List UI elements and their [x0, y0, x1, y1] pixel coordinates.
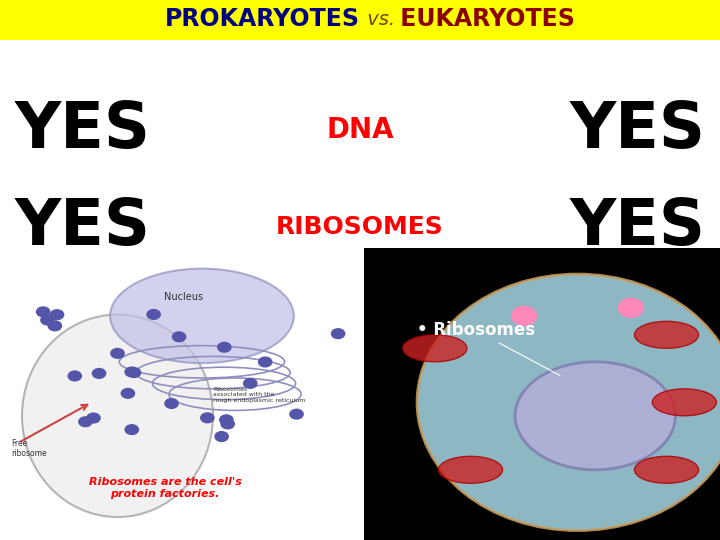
Circle shape [41, 315, 54, 325]
Text: YES: YES [15, 99, 150, 160]
Circle shape [92, 368, 106, 378]
Ellipse shape [110, 269, 294, 363]
Text: EUKARYOTES: EUKARYOTES [392, 7, 575, 31]
Circle shape [87, 413, 100, 423]
Circle shape [511, 307, 536, 325]
Text: PROKARYOTES: PROKARYOTES [165, 7, 360, 31]
Circle shape [78, 417, 92, 427]
Circle shape [111, 348, 124, 358]
Text: DNA: DNA [326, 116, 394, 144]
Circle shape [37, 307, 50, 317]
Circle shape [48, 321, 61, 330]
Text: YES: YES [15, 196, 150, 258]
Text: YES: YES [570, 196, 705, 258]
Circle shape [125, 367, 138, 377]
Ellipse shape [402, 335, 467, 362]
Circle shape [50, 310, 63, 320]
Circle shape [68, 371, 81, 381]
Ellipse shape [652, 389, 716, 416]
Circle shape [331, 329, 345, 339]
Bar [0, 0, 720, 40]
Circle shape [147, 309, 161, 319]
Bar [364, 248, 720, 540]
Text: RIBOSOMES: RIBOSOMES [276, 215, 444, 239]
Ellipse shape [634, 456, 698, 483]
Text: vs.: vs. [361, 10, 395, 30]
Text: YES: YES [570, 99, 705, 160]
Circle shape [290, 409, 303, 419]
Text: Ribosomes are the cell's
protein factories.: Ribosomes are the cell's protein factori… [89, 477, 242, 499]
Circle shape [220, 415, 233, 424]
Circle shape [173, 332, 186, 342]
Circle shape [618, 298, 644, 317]
Circle shape [217, 342, 231, 352]
Ellipse shape [22, 314, 213, 517]
Circle shape [201, 413, 214, 423]
Circle shape [165, 399, 178, 408]
Circle shape [215, 431, 228, 441]
Text: Nucleus: Nucleus [164, 292, 203, 302]
Circle shape [243, 379, 257, 388]
Ellipse shape [417, 274, 720, 530]
Bar [0, 248, 518, 540]
Ellipse shape [515, 362, 675, 470]
Text: Free
ribosome: Free ribosome [11, 439, 47, 458]
Text: Ribosomes
associated with the
rough endoplasmic reticulum: Ribosomes associated with the rough endo… [213, 387, 305, 403]
Ellipse shape [634, 321, 698, 348]
Circle shape [125, 425, 138, 435]
Circle shape [258, 357, 271, 367]
Circle shape [127, 368, 140, 377]
Ellipse shape [438, 456, 503, 483]
Circle shape [121, 388, 135, 398]
Text: • Ribosomes: • Ribosomes [417, 321, 535, 339]
Circle shape [221, 419, 234, 429]
